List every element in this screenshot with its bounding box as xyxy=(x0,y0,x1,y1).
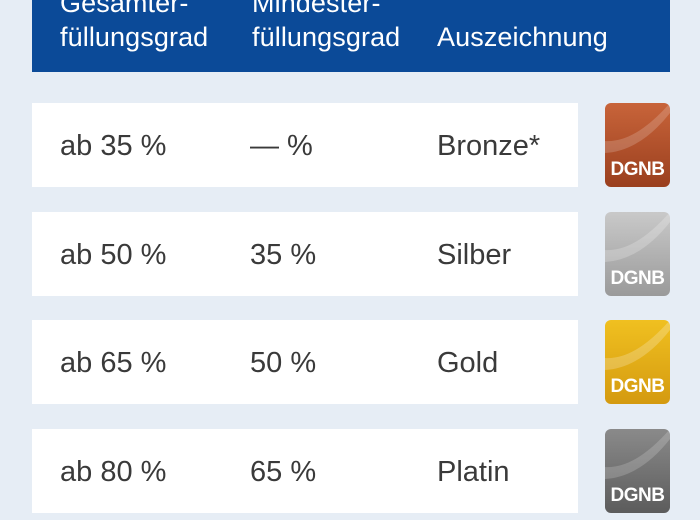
dgnb-platinum-badge-icon: DGNB xyxy=(605,429,670,513)
award-cell: Gold xyxy=(437,347,499,379)
total-fill-cell: ab 35 % xyxy=(60,130,167,162)
header-total-fill-line1: Gesamter- xyxy=(60,0,189,18)
badge-label: DGNB xyxy=(610,268,665,289)
award-cell: Silber xyxy=(437,239,512,271)
award-cell: Platin xyxy=(437,456,510,488)
table-header: Gesamter- füllungsgrad Mindester- füllun… xyxy=(32,0,670,72)
table-row: ab 35 % — % Bronze* xyxy=(32,103,578,187)
header-minimum-fill-line2: füllungsgrad xyxy=(252,22,401,52)
header-total-fill: Gesamter- füllungsgrad xyxy=(60,0,208,54)
minimum-fill-cell: — % xyxy=(250,130,313,162)
minimum-fill-cell: 65 % xyxy=(250,456,317,488)
table-row: ab 50 % 35 % Silber xyxy=(32,212,578,296)
dgnb-bronze-badge-icon: DGNB xyxy=(605,103,670,187)
badge-label: DGNB xyxy=(610,159,665,180)
badge-label: DGNB xyxy=(610,485,665,506)
dgnb-silver-badge-icon: DGNB xyxy=(605,212,670,296)
minimum-fill-cell: 35 % xyxy=(250,239,317,271)
badge-label: DGNB xyxy=(610,376,665,397)
table-row: ab 80 % 65 % Platin xyxy=(32,429,578,513)
table-row: ab 65 % 50 % Gold xyxy=(32,320,578,404)
header-award: Auszeichnung xyxy=(437,22,608,52)
total-fill-cell: ab 65 % xyxy=(60,347,167,379)
header-total-fill-line2: füllungsgrad xyxy=(60,22,209,52)
total-fill-cell: ab 80 % xyxy=(60,456,167,488)
header-minimum-fill-line1: Mindester- xyxy=(252,0,381,18)
total-fill-cell: ab 50 % xyxy=(60,239,167,271)
minimum-fill-cell: 50 % xyxy=(250,347,317,379)
award-cell: Bronze* xyxy=(437,130,541,162)
dgnb-gold-badge-icon: DGNB xyxy=(605,320,670,404)
header-minimum-fill: Mindester- füllungsgrad xyxy=(252,0,400,54)
